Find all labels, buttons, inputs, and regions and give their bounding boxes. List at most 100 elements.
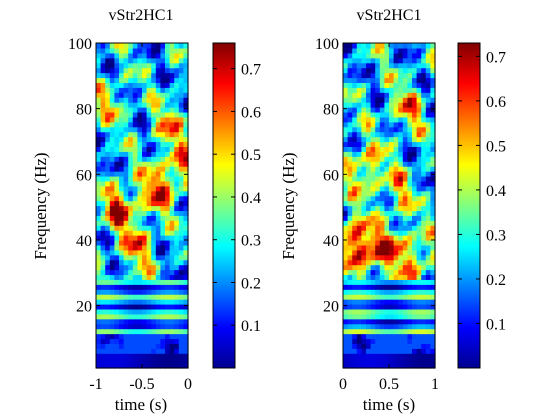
heatmap-cell	[366, 111, 372, 118]
heatmap-cell	[174, 82, 180, 88]
heatmap-cell	[169, 249, 175, 256]
heatmap-cell	[379, 294, 385, 300]
heatmap-cell	[425, 161, 431, 167]
heatmap-cell	[343, 72, 349, 79]
heatmap-cell	[105, 97, 111, 103]
heatmap-cell	[398, 195, 404, 202]
heatmap-cell	[132, 72, 138, 79]
heatmap-cell	[425, 254, 431, 261]
heatmap-cell	[146, 156, 152, 162]
panel-2-title: vStr2HC1	[357, 7, 422, 24]
heatmap-cell	[352, 185, 358, 192]
heatmap-cell	[370, 72, 376, 79]
heatmap-cell	[398, 294, 404, 300]
heatmap-cell	[105, 254, 111, 261]
heatmap-cell	[178, 235, 184, 241]
heatmap-cell	[412, 136, 418, 143]
heatmap-cell	[137, 333, 143, 340]
heatmap-cell	[412, 116, 418, 123]
heatmap-cell	[100, 43, 106, 49]
heatmap-cell	[379, 333, 385, 340]
heatmap-cell	[425, 274, 431, 280]
heatmap-cell	[389, 323, 395, 330]
heatmap-cell	[96, 180, 102, 187]
heatmap-cell	[155, 249, 161, 256]
heatmap-cell	[361, 225, 367, 231]
heatmap-cell	[146, 62, 152, 69]
heatmap-cell	[128, 333, 134, 340]
heatmap-cell	[151, 318, 157, 325]
heatmap-cell	[146, 107, 152, 113]
heatmap-cell	[347, 72, 353, 79]
heatmap-cell	[132, 47, 138, 54]
heatmap-cell	[105, 303, 111, 310]
heatmap-cell	[347, 343, 353, 349]
heatmap-cell	[165, 131, 171, 138]
heatmap-cell	[375, 57, 381, 64]
heatmap-cell	[343, 308, 349, 315]
heatmap-cell	[402, 269, 408, 276]
heatmap-cell	[114, 249, 120, 256]
heatmap-cell	[389, 205, 395, 212]
heatmap-cell	[128, 161, 134, 167]
heatmap-cell	[165, 92, 171, 98]
heatmap-cell	[155, 239, 161, 246]
heatmap-cell	[132, 249, 138, 256]
heatmap-cell	[412, 107, 418, 113]
heatmap-cell	[379, 175, 385, 182]
heatmap-cell	[178, 180, 184, 187]
heatmap-cell	[430, 254, 436, 261]
heatmap-cell	[123, 333, 129, 340]
heatmap-cell	[114, 151, 120, 157]
heatmap-cell	[356, 303, 362, 310]
heatmap-cell	[356, 156, 362, 162]
heatmap-cell	[114, 279, 120, 285]
heatmap-cell	[114, 161, 120, 167]
heatmap-cell	[366, 102, 372, 108]
heatmap-cell	[137, 353, 143, 359]
heatmap-cell	[151, 161, 157, 167]
heatmap-cell	[169, 294, 175, 300]
heatmap-cell	[416, 141, 422, 147]
heatmap-cell	[96, 161, 102, 167]
heatmap-cell	[402, 249, 408, 256]
heatmap-cell	[165, 249, 171, 256]
heatmap-cell	[137, 210, 143, 216]
heatmap-cell	[119, 249, 125, 256]
heatmap-cell	[183, 299, 189, 305]
heatmap-cell	[132, 294, 138, 300]
heatmap-cell	[174, 43, 180, 49]
heatmap-cell	[393, 47, 399, 54]
heatmap-cell	[366, 244, 372, 251]
heatmap-cell	[165, 338, 171, 344]
heatmap-cell	[375, 52, 381, 59]
heatmap-cell	[425, 82, 431, 88]
heatmap-cell	[347, 107, 353, 113]
heatmap-cell	[361, 205, 367, 212]
heatmap-cell	[366, 284, 372, 290]
heatmap-cell	[137, 67, 143, 74]
heatmap-cell	[178, 358, 184, 364]
heatmap-cell	[361, 303, 367, 310]
heatmap-cell	[356, 254, 362, 261]
heatmap-cell	[370, 146, 376, 152]
heatmap-cell	[114, 156, 120, 162]
heatmap-cell	[375, 67, 381, 74]
heatmap-cell	[370, 195, 376, 202]
heatmap-cell	[123, 225, 129, 231]
heatmap-cell	[407, 175, 413, 182]
heatmap-cell	[347, 284, 353, 290]
y-tick-label: 80	[76, 102, 92, 119]
heatmap-cell	[421, 289, 427, 295]
heatmap-cell	[343, 244, 349, 251]
heatmap-cell	[132, 131, 138, 138]
heatmap-cell	[398, 107, 404, 113]
heatmap-cell	[361, 82, 367, 88]
heatmap-cell	[402, 225, 408, 231]
heatmap-cell	[375, 195, 381, 202]
heatmap-cell	[165, 87, 171, 93]
heatmap-cell	[389, 156, 395, 162]
heatmap-cell	[146, 254, 152, 261]
heatmap-cell	[343, 235, 349, 241]
heatmap-cell	[142, 72, 148, 79]
